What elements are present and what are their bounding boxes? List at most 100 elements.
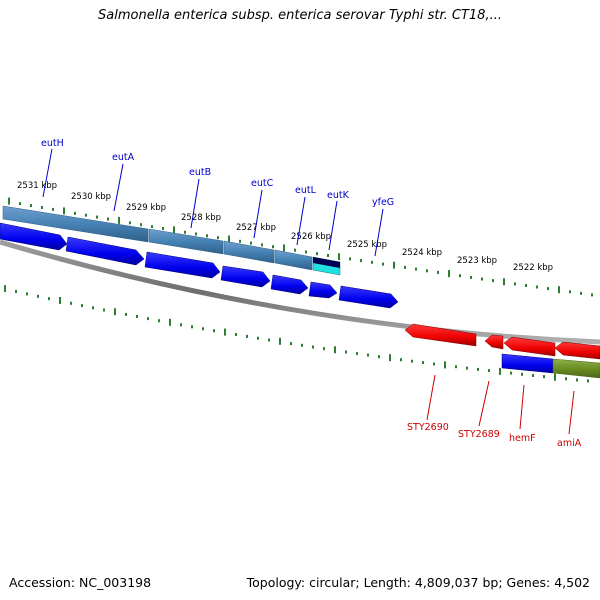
major-tick [444, 361, 446, 369]
minor-tick [426, 269, 428, 273]
minor-tick [323, 347, 325, 351]
minor-tick [92, 306, 94, 310]
minor-tick [26, 292, 28, 296]
minor-tick [477, 367, 479, 371]
reverse-genes [404, 323, 600, 360]
cds-block[interactable] [223, 240, 275, 264]
major-tick [8, 197, 10, 205]
minor-tick [70, 301, 72, 305]
ruler-label: 2526 kbp [291, 232, 331, 242]
major-tick [503, 278, 505, 286]
minor-tick [371, 260, 373, 264]
gene-label-eutA[interactable]: eutA [112, 152, 135, 163]
gene-label-hemF[interactable]: hemF [509, 433, 536, 444]
gene-arrow-eutL[interactable] [270, 274, 309, 295]
minor-tick [305, 250, 307, 254]
gene-arrow-eutA[interactable] [65, 236, 145, 266]
minor-tick [488, 369, 490, 373]
gene-label-eutH[interactable]: eutH [41, 138, 64, 149]
minor-tick [521, 372, 523, 376]
gene-arrow-eutH[interactable] [0, 222, 68, 251]
leader-line [253, 189, 263, 239]
cds-block[interactable] [148, 228, 224, 255]
minor-tick [459, 274, 461, 278]
leader-line [190, 178, 200, 229]
leader-line [519, 384, 525, 430]
minor-tick [587, 379, 589, 383]
gene-label-STY2689[interactable]: STY2689 [458, 429, 500, 440]
major-tick [173, 226, 175, 234]
minor-tick [37, 294, 39, 298]
minor-tick [96, 215, 98, 219]
forward-cds-band [2, 205, 341, 276]
minor-tick [103, 308, 105, 312]
major-tick [118, 216, 120, 224]
gene-arrow-amiA[interactable] [554, 341, 600, 360]
minor-tick [437, 270, 439, 274]
ruler-label: 2529 kbp [126, 203, 166, 213]
gene-label-eutL[interactable]: eutL [295, 185, 317, 196]
gene-arrow-eutB[interactable] [144, 251, 221, 279]
major-tick [114, 308, 116, 316]
major-tick [224, 328, 226, 336]
minor-tick [382, 262, 384, 266]
minor-tick [565, 377, 567, 381]
minor-tick [268, 338, 270, 342]
minor-tick [147, 317, 149, 321]
gene-label-eutC[interactable]: eutC [251, 178, 274, 189]
cds-block-dark[interactable] [313, 257, 340, 268]
leader-line [42, 148, 53, 198]
major-tick [228, 235, 230, 243]
major-tick [169, 318, 171, 326]
minor-tick [345, 350, 347, 354]
accession-text: Accession: NC_003198 [9, 575, 152, 590]
gene-arrow-eutK[interactable] [308, 281, 338, 299]
reverse-cds-band [501, 353, 600, 379]
minor-tick [107, 217, 109, 221]
gene-arrow-STY2690[interactable] [404, 323, 477, 347]
minor-tick [481, 277, 483, 281]
gene-label-STY2690[interactable]: STY2690 [407, 422, 449, 433]
cds-block-olive[interactable] [552, 358, 600, 379]
minor-tick [195, 232, 197, 236]
major-tick [283, 244, 285, 252]
ruler-label: 2530 kbp [71, 192, 111, 202]
minor-tick [576, 378, 578, 382]
minor-tick [246, 334, 248, 338]
major-tick [448, 270, 450, 278]
gene-label-yfeG[interactable]: yfeG [372, 197, 394, 208]
map-title: Salmonella enterica subsp. enterica sero… [98, 8, 502, 23]
gene-arrow-eutC[interactable] [220, 265, 271, 288]
gene-arrow-STY2689[interactable] [484, 334, 504, 350]
minor-tick [514, 282, 516, 286]
minor-tick [81, 304, 83, 308]
ruler-label: 2525 kbp [347, 240, 387, 250]
minor-tick [532, 374, 534, 377]
forward-genes [0, 222, 399, 309]
minor-tick [213, 329, 215, 333]
minor-tick [360, 259, 362, 263]
gene-label-eutK[interactable]: eutK [327, 190, 350, 201]
cds-block[interactable] [274, 249, 313, 271]
gene-arrow-hemF[interactable] [503, 336, 556, 357]
gene-label-amiA[interactable]: amiA [557, 438, 582, 449]
minor-tick [510, 371, 512, 375]
minor-tick [316, 252, 318, 256]
minor-tick [378, 355, 380, 359]
minor-tick [580, 291, 582, 295]
cds-block[interactable] [2, 205, 149, 243]
major-tick [558, 286, 560, 294]
leader-line [568, 390, 575, 435]
minor-tick [591, 293, 593, 297]
minor-tick [239, 239, 241, 243]
minor-tick [312, 345, 314, 349]
gene-arrow-yfeG[interactable] [338, 285, 399, 309]
minor-tick [151, 225, 153, 229]
minor-tick [536, 285, 538, 289]
cds-block-blue[interactable] [501, 353, 554, 374]
leader-line [113, 163, 124, 212]
gene-label-eutB[interactable]: eutB [189, 167, 211, 178]
minor-tick [250, 241, 252, 245]
minor-tick [422, 361, 424, 365]
